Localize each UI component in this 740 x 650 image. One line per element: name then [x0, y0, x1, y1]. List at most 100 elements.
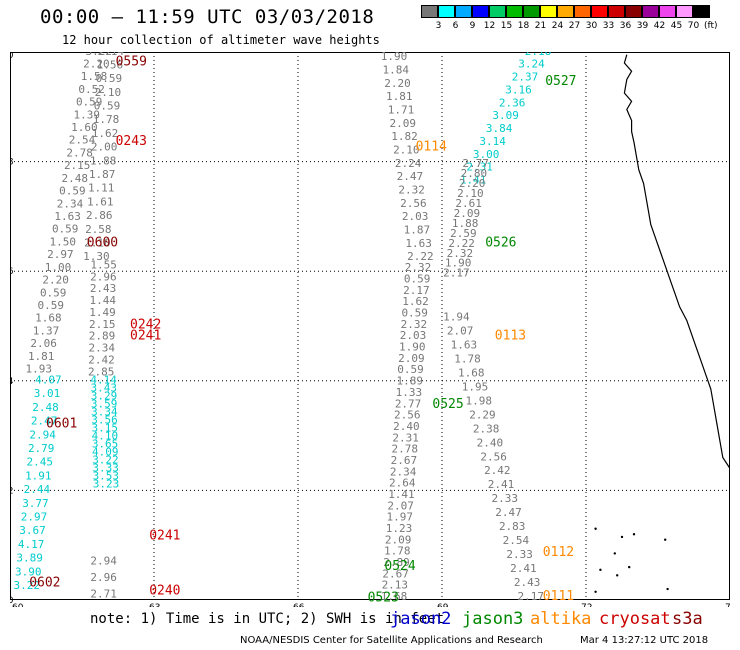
swh-value: 3.14 — [479, 135, 506, 148]
swh-value: 2.89 — [383, 556, 410, 569]
swh-value: 1.78 — [454, 352, 481, 365]
swh-value: 1.97 — [387, 511, 414, 524]
footer-note: note: 1) Time is in UTC; 2) SWH is in fe… — [90, 611, 445, 627]
legend-label: 39 — [636, 21, 649, 31]
legend-label: 27 — [568, 21, 581, 31]
swh-value: 1.62 — [92, 127, 119, 140]
swh-value: 3.59 — [91, 398, 118, 411]
swh-value: 1.84 — [383, 64, 410, 77]
pass-time-label: 0111 — [543, 589, 574, 604]
swh-value: 2.00 — [91, 141, 118, 154]
island-marker — [594, 590, 597, 593]
legend-swatch — [540, 5, 557, 18]
swh-value: 1.93 — [26, 363, 53, 376]
swh-value: 3.23 — [93, 478, 120, 491]
swh-value: 2.78 — [392, 443, 419, 456]
legend-swatch — [676, 5, 693, 18]
swh-value: 2.47 — [31, 415, 58, 428]
x-tick-label: 75 — [725, 603, 730, 607]
swh-value: 3.09 — [492, 109, 519, 122]
satellite-jason2: jason2 — [390, 609, 452, 629]
legend-label: 15 — [500, 21, 513, 31]
swh-value: 2.32 — [447, 247, 474, 260]
swh-value: 2.32 — [401, 318, 428, 331]
legend-label: 18 — [517, 21, 530, 31]
swh-value: 2.54 — [69, 134, 96, 147]
swh-value: 2.31 — [392, 431, 419, 444]
legend-swatch — [472, 5, 489, 18]
swh-value: 2.34 — [88, 342, 115, 355]
swh-value: 3.01 — [34, 387, 61, 400]
swh-value: 1.88 — [90, 154, 117, 167]
swh-value: 1.89 — [396, 375, 423, 388]
swh-value: 3.89 — [16, 552, 43, 565]
swh-value: 1.33 — [396, 386, 423, 399]
legend-label: 21 — [534, 21, 547, 31]
swh-value: 1.39 — [74, 108, 101, 121]
map-frame — [10, 52, 730, 600]
satellite-cryosat: cryosat — [599, 609, 671, 629]
swh-value: 3.43 — [91, 382, 118, 395]
swh-value: 2.17 — [403, 284, 430, 297]
swh-value: 2.20 — [42, 274, 69, 287]
swh-value: 1.88 — [452, 217, 479, 230]
legend-swatch — [421, 5, 438, 18]
swh-value: 2.09 — [385, 533, 412, 546]
legend-swatch — [455, 5, 472, 18]
swh-value: 2.31 — [466, 161, 493, 174]
timestamp-text: Mar 4 13:27:12 UTC 2018 — [580, 635, 709, 646]
y-tick-label: 10 — [10, 596, 14, 606]
swh-value: 0.59 — [59, 185, 86, 198]
satellite-jason3: jason3 — [462, 609, 524, 629]
y-tick-label: 20 — [10, 52, 14, 61]
x-tick-label: 66 — [293, 603, 305, 607]
x-tick-label: 72 — [581, 603, 592, 607]
swh-value: 2.33 — [506, 548, 533, 561]
pass-time-label: 0526 — [485, 236, 516, 251]
swh-value: 2.83 — [499, 520, 526, 533]
legend-swatch — [625, 5, 642, 18]
swh-value: 2.61 — [455, 197, 482, 210]
y-tick-label: 14 — [10, 377, 14, 387]
island-marker — [664, 538, 667, 541]
swh-value: 2.34 — [57, 197, 84, 210]
x-tick-label: 60 — [12, 603, 24, 607]
swh-value: 2.58 — [85, 223, 112, 236]
swh-value: 1.90 — [381, 52, 408, 63]
satellite-altika: altika — [530, 609, 592, 629]
swh-value: 0.59 — [38, 299, 65, 312]
swh-value: 4.07 — [35, 374, 62, 387]
swh-value: 4.14 — [90, 374, 117, 387]
swh-value: 2.09 — [454, 207, 481, 220]
swh-value: 3.84 — [486, 122, 513, 135]
swh-value: 1.87 — [89, 168, 116, 181]
swh-value: 2.48 — [62, 172, 89, 185]
swh-value: 2.56 — [480, 450, 507, 463]
island-marker — [628, 565, 631, 569]
swh-value: 1.49 — [89, 306, 116, 319]
swh-value: 2.20 — [384, 77, 411, 90]
swh-value: 1.23 — [386, 522, 413, 535]
swh-value: 2.24 — [395, 157, 422, 170]
swh-value: 2.44 — [24, 483, 51, 496]
pass-time-label: 0240 — [149, 584, 180, 599]
swh-value: 2.45 — [27, 456, 54, 469]
swh-value: 2.47 — [397, 170, 424, 183]
swh-value: 3.00 — [473, 148, 500, 161]
swh-value: 2.96 — [90, 571, 117, 584]
swh-value: 3.29 — [91, 390, 118, 403]
swh-value: 2.07 — [447, 324, 474, 337]
x-tick-label: 63 — [149, 603, 160, 607]
swh-value: 2.14 — [98, 52, 125, 58]
legend-label: 6 — [452, 21, 459, 31]
island-marker — [616, 574, 619, 577]
swh-value: 2.89 — [89, 330, 116, 343]
swh-value: 3.56 — [91, 414, 118, 427]
swh-value: 0.59 — [397, 363, 424, 376]
swh-value: 2.32 — [405, 261, 432, 274]
swh-value: 2.94 — [29, 428, 56, 441]
swh-value: 1.90 — [399, 341, 426, 354]
swh-value: 4.17 — [18, 538, 45, 551]
legend-swatch — [489, 5, 506, 18]
